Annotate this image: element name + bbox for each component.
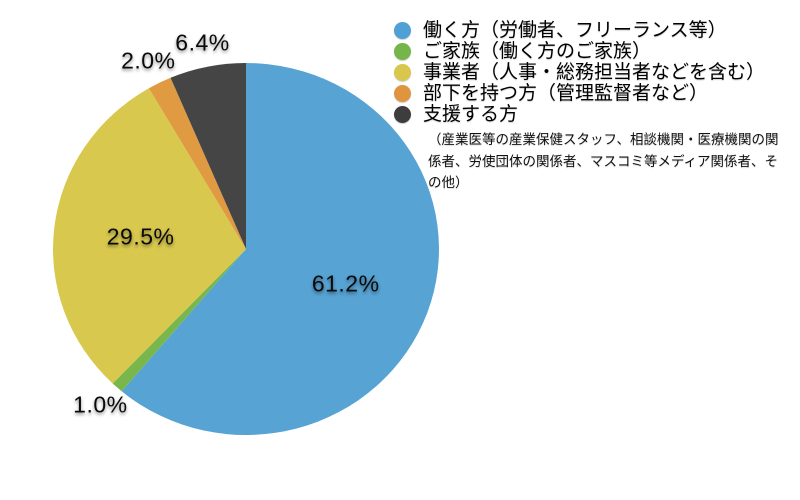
legend-label-employers: 事業者（人事・総務担当者などを含む） [423,62,766,83]
chart-legend: 働く方（労働者、フリーランス等） ご家族（働く方のご家族） 事業者（人事・総務担… [394,20,786,194]
legend-dot-workers-icon [394,22,411,39]
legend-dot-family-icon [394,43,411,60]
legend-item-managers: 部下を持つ方（管理監督者など） [394,83,786,104]
pie-slice-2 [53,88,246,384]
legend-item-workers: 働く方（労働者、フリーランス等） [394,20,786,41]
legend-dot-employers-icon [394,64,411,81]
legend-label-managers: 部下を持つ方（管理監督者など） [423,83,709,104]
slice-percent-label-0: 61.2% [311,270,380,297]
legend-item-employers: 事業者（人事・総務担当者などを含む） [394,62,786,83]
legend-label-workers: 働く方（労働者、フリーランス等） [423,20,727,41]
pie-slice-3 [148,77,246,249]
slice-percent-label-1: 1.0% [73,391,128,418]
legend-dot-supporters-icon [394,106,411,123]
legend-item-supporters: 支援する方 [394,104,786,125]
pie-slice-1 [112,249,246,392]
legend-label-supporters: 支援する方 [423,104,519,125]
pie-slice-4 [170,63,246,249]
slice-percent-label-3: 2.0% [121,47,176,74]
slice-percent-label-2: 29.5% [106,223,175,250]
legend-note-supporters-detail: （産業医等の産業保健スタッフ、相談機関・医療機関の関係者、労使団体の関係者、マス… [428,132,779,190]
legend-label-family: ご家族（働く方のご家族） [423,41,652,62]
pie-slice-0 [121,63,439,435]
legend-dot-managers-icon [394,85,411,102]
slice-percent-label-4: 6.4% [175,29,230,56]
legend-item-family: ご家族（働く方のご家族） [394,41,786,62]
